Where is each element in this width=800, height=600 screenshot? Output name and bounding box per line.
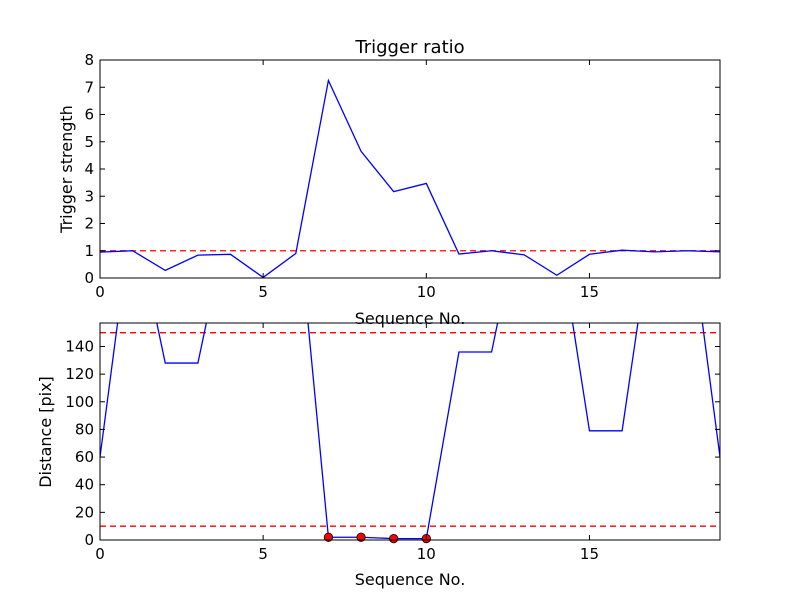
x-tick-label: 15 [580, 283, 599, 301]
x-tick-label: 5 [258, 545, 268, 563]
y-tick-label: 120 [65, 365, 94, 383]
y-tick-label: 7 [84, 78, 94, 96]
plot-area [100, 323, 720, 540]
x-axis-label: Sequence No. [355, 570, 466, 589]
x-tick-label: 0 [95, 283, 105, 301]
y-axis-label: Trigger strength [57, 105, 76, 234]
y-tick-label: 6 [84, 106, 94, 124]
x-axis-label: Sequence No. [355, 309, 466, 328]
y-tick-label: 5 [84, 133, 94, 151]
y-tick-label: 60 [75, 448, 94, 466]
axes-frame [99, 322, 721, 541]
y-tick-label: 8 [84, 51, 94, 69]
data-point-marker [323, 532, 334, 542]
distance-panel: Sequence No. Distance [pix] 0 5 10 15 0 20 40 6… [36, 322, 721, 589]
y-tick-label: 80 [75, 420, 94, 438]
y-tick-label: 0 [84, 531, 94, 549]
series-line [100, 78, 720, 278]
trigger-ratio-panel: Trigger ratio Sequence No. Trigger stren… [57, 37, 721, 328]
x-tick-label: 10 [417, 545, 436, 563]
data-point-marker [389, 534, 399, 544]
axes-frame [99, 59, 721, 279]
data-point-marker [356, 532, 366, 542]
y-tick-label: 40 [75, 476, 94, 494]
y-tick-label: 100 [65, 393, 94, 411]
y-tick-label: 3 [84, 187, 94, 205]
chart-title: Trigger ratio [354, 37, 464, 58]
x-tick-label: 15 [580, 545, 599, 563]
y-tick-label: 20 [75, 503, 94, 521]
y-tick-label: 4 [84, 160, 94, 178]
series-line [100, 323, 720, 540]
y-axis-label: Distance [pix] [36, 376, 55, 488]
x-tick-label: 5 [258, 283, 268, 301]
y-tick-label: 1 [84, 242, 94, 260]
y-tick-label: 140 [65, 337, 94, 355]
x-tick-label: 0 [95, 545, 105, 563]
y-tick-label: 0 [84, 269, 94, 287]
y-tick-label: 2 [84, 215, 94, 233]
x-tick-label: 10 [417, 283, 436, 301]
plot-area [100, 78, 720, 278]
